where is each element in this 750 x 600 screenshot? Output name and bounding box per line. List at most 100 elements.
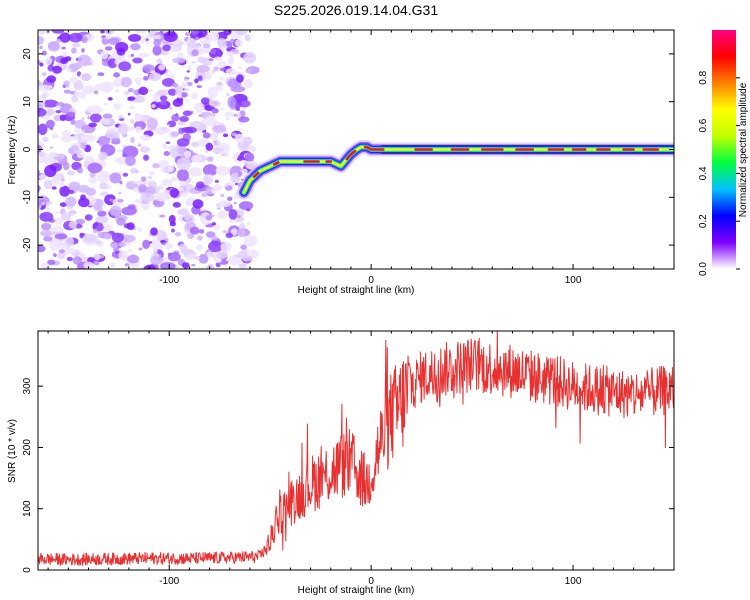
- noise-blob: [214, 108, 218, 112]
- noise-blob: [159, 100, 167, 105]
- noise-blob: [158, 64, 166, 71]
- noise-blob: [70, 91, 74, 94]
- noise-blob: [208, 240, 223, 253]
- noise-blob: [132, 57, 143, 64]
- noise-blob: [80, 134, 96, 142]
- noise-blob: [205, 142, 214, 151]
- noise-blob: [38, 123, 48, 136]
- noise-blob: [100, 51, 109, 60]
- noise-blob: [46, 207, 51, 213]
- spectrogram-y-tick-label: 0: [22, 146, 33, 152]
- noise-blob: [101, 191, 108, 197]
- noise-blobs: [38, 30, 260, 269]
- noise-blob: [140, 134, 151, 142]
- noise-blob: [135, 126, 142, 133]
- noise-blob: [217, 60, 227, 68]
- noise-blob: [212, 235, 218, 241]
- noise-blob: [201, 192, 208, 198]
- noise-blob: [222, 230, 228, 234]
- noise-blob: [189, 226, 200, 235]
- noise-blob: [244, 162, 248, 166]
- noise-blob: [124, 90, 130, 96]
- noise-blob: [109, 198, 114, 202]
- noise-blob: [121, 81, 125, 86]
- noise-blob: [130, 43, 141, 51]
- noise-blob: [219, 67, 226, 72]
- noise-blob: [119, 118, 125, 121]
- noise-blob: [137, 143, 142, 147]
- noise-blob: [43, 179, 54, 190]
- noise-blob: [52, 65, 63, 74]
- noise-blob: [58, 249, 66, 254]
- noise-blob: [111, 136, 121, 145]
- noise-blob: [116, 217, 126, 226]
- noise-blob: [163, 150, 170, 156]
- noise-blob: [65, 84, 70, 88]
- noise-blob: [193, 102, 205, 113]
- noise-blob: [66, 247, 77, 254]
- noise-blob: [116, 47, 126, 56]
- snr-x-tick-label: 0: [368, 576, 374, 587]
- noise-blob: [94, 83, 110, 91]
- snr-x-label: Height of straight line (km): [298, 585, 415, 596]
- noise-blob: [62, 51, 67, 58]
- noise-blob: [218, 200, 232, 208]
- noise-blob: [86, 105, 103, 114]
- noise-blob: [107, 37, 120, 45]
- noise-blob: [194, 78, 199, 84]
- noise-blob: [93, 260, 100, 266]
- noise-blob: [194, 36, 200, 41]
- noise-blob: [42, 136, 49, 142]
- noise-blob: [227, 96, 237, 109]
- noise-blob: [172, 82, 178, 88]
- noise-blob: [215, 165, 230, 176]
- noise-blob: [96, 240, 101, 245]
- noise-blob: [210, 48, 217, 55]
- noise-blob: [207, 86, 218, 99]
- noise-blob: [148, 72, 162, 81]
- noise-blob: [119, 180, 123, 185]
- noise-blob: [118, 61, 132, 72]
- noise-blob: [158, 184, 165, 191]
- noise-blob: [138, 247, 143, 251]
- noise-blob: [87, 62, 93, 66]
- noise-blob: [243, 51, 257, 64]
- noise-blob: [46, 201, 53, 205]
- noise-blob: [184, 213, 192, 221]
- noise-blob: [39, 62, 44, 67]
- noise-blob: [81, 36, 88, 44]
- noise-blob: [234, 133, 245, 143]
- noise-blob: [152, 200, 161, 206]
- noise-blob: [154, 126, 171, 134]
- noise-blob: [137, 227, 142, 233]
- noise-blob: [220, 107, 225, 110]
- colorbar-tick-label: 0.6: [698, 118, 709, 132]
- noise-blob: [196, 64, 210, 73]
- noise-blob: [222, 133, 229, 138]
- noise-blob: [134, 30, 147, 34]
- noise-blob: [130, 167, 138, 174]
- noise-blob: [109, 172, 122, 184]
- noise-blob: [238, 116, 250, 123]
- spectrogram-y-tick-label: 20: [22, 48, 33, 60]
- noise-blob: [68, 181, 81, 190]
- noise-blob: [60, 178, 65, 182]
- noise-blob: [179, 180, 186, 187]
- noise-blob: [168, 214, 176, 224]
- noise-blob: [134, 113, 143, 122]
- noise-blob: [76, 71, 82, 77]
- noise-blob: [224, 111, 235, 118]
- noise-blob: [215, 262, 221, 268]
- noise-blob: [202, 43, 211, 49]
- noise-blob: [38, 151, 46, 157]
- noise-blob: [81, 129, 85, 133]
- snr-panel: -100 0 100 0 100 200 300 Height of straight li…: [7, 330, 675, 596]
- noise-blob: [211, 222, 216, 226]
- noise-blob: [241, 100, 251, 107]
- noise-blob: [179, 106, 185, 110]
- noise-blob: [150, 255, 164, 265]
- spectrogram-x-tick-label: 0: [368, 275, 374, 286]
- noise-blob: [198, 229, 205, 234]
- noise-blob: [172, 57, 186, 64]
- noise-blob: [210, 132, 218, 141]
